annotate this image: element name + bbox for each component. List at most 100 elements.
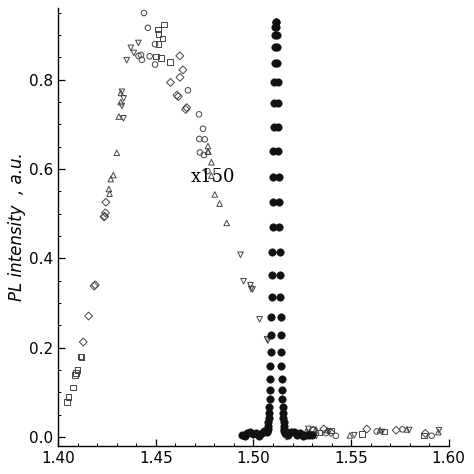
Point [266, 395, 273, 402]
Point [264, 428, 271, 436]
Point [256, 316, 264, 323]
Point [278, 375, 285, 383]
Point [290, 428, 298, 436]
Point [211, 191, 219, 198]
Point [281, 428, 289, 436]
Point [182, 106, 190, 113]
Point [216, 200, 223, 208]
Point [155, 30, 162, 38]
Point [118, 88, 126, 96]
Point [252, 429, 260, 437]
Point [268, 271, 276, 279]
Point [269, 198, 277, 206]
Point [264, 337, 272, 345]
Point [283, 428, 290, 436]
Point [273, 59, 281, 67]
Point [264, 427, 271, 435]
Point [283, 432, 291, 440]
Point [325, 428, 333, 436]
Point [281, 427, 288, 435]
Point [267, 348, 274, 356]
Point [310, 427, 317, 434]
Point [358, 430, 366, 438]
Point [91, 283, 98, 290]
Point [272, 31, 279, 39]
Point [275, 224, 283, 231]
Point [381, 428, 389, 435]
Point [280, 419, 287, 426]
Point [280, 422, 288, 429]
Point [273, 31, 281, 39]
Point [310, 426, 317, 434]
Point [183, 104, 191, 111]
Point [152, 53, 160, 60]
Point [270, 147, 277, 155]
Point [107, 175, 115, 183]
Point [296, 429, 304, 437]
Point [184, 87, 192, 94]
Point [71, 371, 79, 379]
Point [274, 123, 282, 130]
Point [305, 431, 313, 438]
Point [302, 432, 310, 439]
Point [102, 199, 109, 206]
Point [160, 21, 168, 28]
Point [271, 78, 278, 86]
Point [268, 248, 276, 255]
Point [403, 426, 410, 433]
Point [275, 173, 283, 180]
Point [312, 432, 320, 440]
Point [123, 56, 130, 64]
Point [238, 431, 246, 439]
Point [106, 190, 113, 198]
Point [109, 171, 117, 179]
Point [101, 209, 109, 217]
Point [277, 313, 284, 321]
Point [271, 44, 279, 51]
Point [306, 430, 313, 438]
Point [346, 431, 354, 439]
Point [265, 403, 273, 410]
Point [258, 429, 265, 437]
Point [272, 18, 280, 26]
Point [146, 53, 154, 60]
Point [323, 427, 331, 434]
Point [158, 35, 166, 43]
Point [266, 386, 273, 393]
Point [144, 24, 152, 32]
Point [267, 362, 274, 370]
Point [176, 52, 183, 60]
Point [276, 293, 284, 301]
Point [363, 425, 371, 433]
Point [208, 158, 215, 166]
Point [275, 198, 283, 206]
Point [208, 172, 215, 180]
Point [428, 432, 436, 439]
Point [279, 403, 286, 410]
Point [279, 409, 287, 417]
Point [272, 18, 280, 26]
Point [140, 9, 148, 17]
Point [247, 285, 255, 293]
Point [261, 427, 268, 434]
Point [166, 58, 173, 66]
Point [241, 432, 248, 440]
Point [271, 59, 278, 67]
Point [435, 428, 442, 436]
Point [151, 40, 159, 48]
Point [135, 52, 142, 60]
Point [263, 335, 271, 343]
Point [135, 39, 142, 47]
Point [320, 425, 328, 433]
Point [312, 426, 319, 433]
Point [264, 422, 272, 429]
Point [137, 51, 145, 59]
Point [119, 115, 127, 122]
Point [269, 224, 276, 231]
Point [117, 89, 125, 97]
Point [420, 431, 428, 439]
Point [299, 432, 307, 440]
Point [268, 293, 275, 301]
Point [204, 148, 212, 155]
Point [100, 213, 108, 221]
